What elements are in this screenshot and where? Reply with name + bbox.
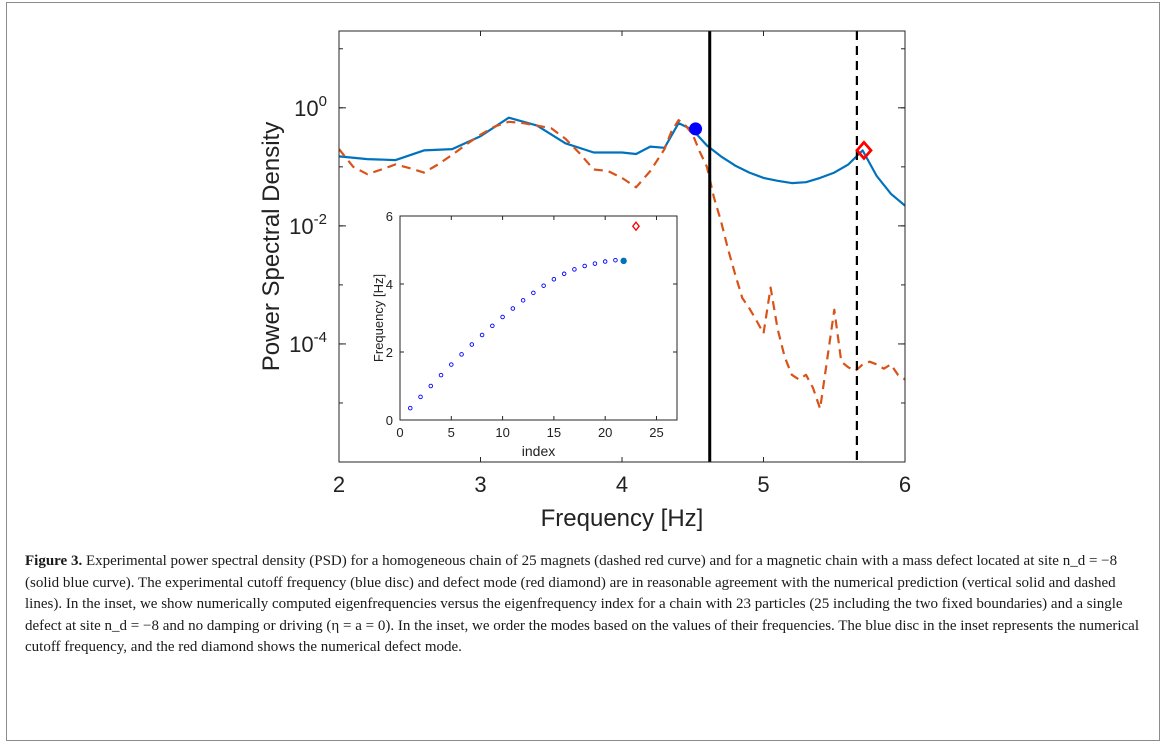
inset-eigenfrequency-point <box>469 342 475 347</box>
inset-eigenfrequency-point <box>490 323 495 329</box>
inset-xtick-label: 25 <box>649 425 663 440</box>
main-defect-marker <box>855 140 873 161</box>
inset-xtick-label: 10 <box>495 425 509 440</box>
inset-axes-box <box>399 215 678 421</box>
inset-x-axis-label: index <box>522 443 555 459</box>
inset-eigenfrequency-point <box>520 298 526 303</box>
inset-xtick-label: 0 <box>396 425 403 440</box>
main-series-2-line <box>339 119 905 410</box>
inset-eigenfrequency-point <box>428 383 434 389</box>
inset-eigenfrequency-point <box>449 362 454 367</box>
inset-defect-marker <box>631 221 640 232</box>
inset-eigenfrequency-point <box>582 263 587 269</box>
inset-eigenfrequency-point <box>531 290 536 296</box>
main-xtick-label: 6 <box>899 472 911 497</box>
inset-ytick-label: 2 <box>386 345 393 360</box>
inset-eigenfrequency-point <box>438 372 444 378</box>
main-xtick-label: 4 <box>616 472 628 497</box>
main-x-axis-label: Frequency [Hz] <box>541 505 704 532</box>
inset-eigenfrequency-point <box>510 306 516 311</box>
figure-panel: 2 3 4 5 6 10-4 10-2 100 Frequency [Hz] Power Spec… <box>6 2 1160 741</box>
inset-eigenfrequency-point <box>602 259 608 264</box>
inset-xtick-label: 20 <box>598 425 612 440</box>
caption-text: Experimental power spectral density (PSD… <box>25 553 1139 655</box>
inset-ytick-label: 4 <box>386 277 393 292</box>
main-y-axis-label: Power Spectral Density <box>258 122 285 371</box>
inset-ytick-label: 0 <box>386 413 393 428</box>
main-ytick-label: 100 <box>294 93 327 121</box>
main-ytick-label: 10-2 <box>289 211 327 239</box>
inset-eigenfrequency-point <box>551 276 557 282</box>
inset-eigenfrequency-point <box>592 261 598 266</box>
inset-eigenfrequency-point <box>500 314 505 320</box>
main-cutoff-marker <box>689 122 703 136</box>
inset-y-axis-label: Frequency [Hz] <box>371 274 386 362</box>
inset-eigenfrequency-point <box>408 405 413 411</box>
inset-eigenfrequency-point <box>561 271 567 277</box>
inset-eigenfrequency-point <box>541 283 546 288</box>
main-xtick-label: 3 <box>474 472 486 497</box>
inset-eigenfrequency-point <box>479 332 485 338</box>
caption-label: Figure 3. <box>25 553 83 569</box>
main-xtick-label: 5 <box>757 472 769 497</box>
inset-ytick-label: 6 <box>386 209 393 224</box>
inset-cutoff-marker <box>620 257 627 265</box>
inset-eigenfrequency-point <box>418 394 423 400</box>
main-ytick-label: 10-4 <box>289 329 327 357</box>
figure-caption: Figure 3. Experimental power spectral de… <box>25 551 1145 659</box>
main-xtick-label: 2 <box>333 472 345 497</box>
inset-xtick-label: 15 <box>547 425 561 440</box>
main-series-1-line <box>339 116 905 207</box>
inset-eigenfrequency-point <box>572 267 577 272</box>
inset-xtick-label: 5 <box>448 425 455 440</box>
inset-eigenfrequency-point <box>613 257 618 263</box>
inset-eigenfrequency-point <box>459 352 464 357</box>
